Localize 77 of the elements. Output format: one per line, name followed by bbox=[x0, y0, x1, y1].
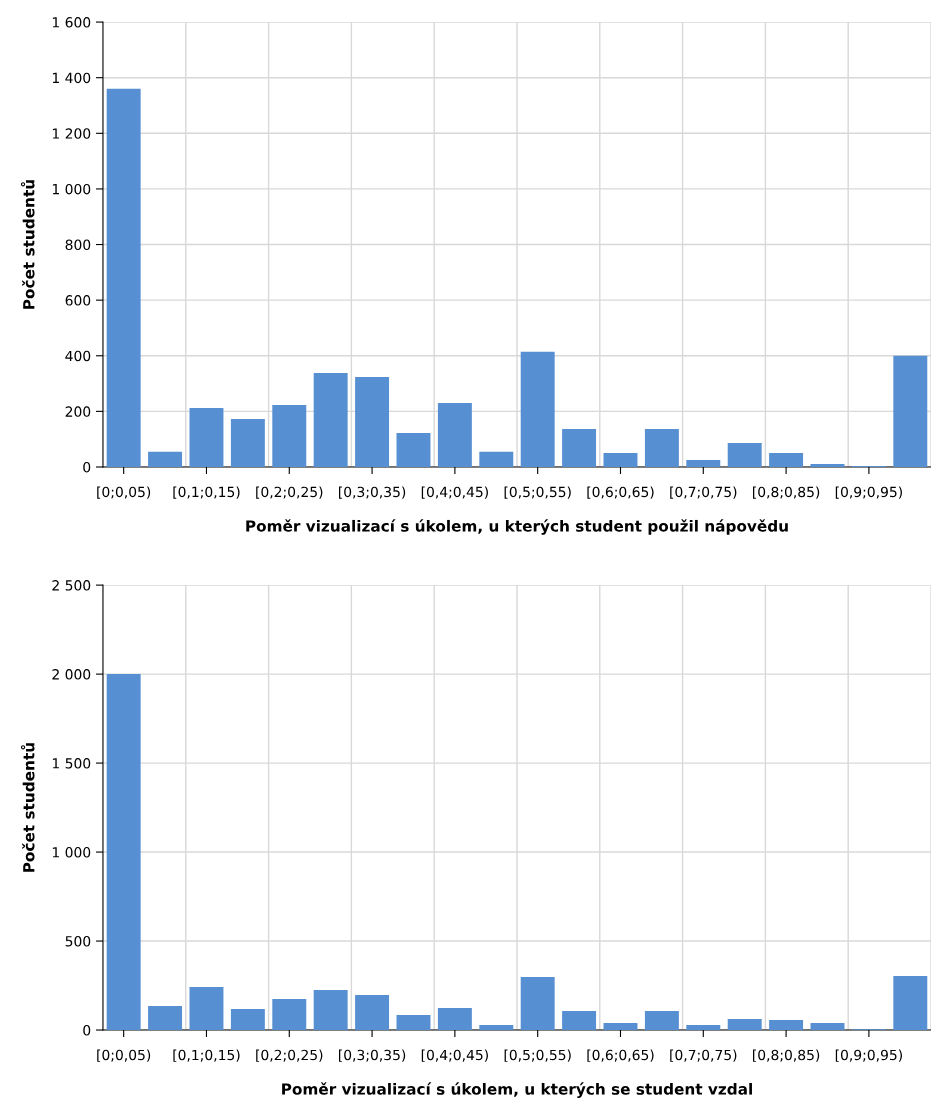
bar bbox=[810, 463, 845, 467]
x-axis-title: Poměr vizualizací s úkolem, u kterých student použil nápovědu bbox=[246, 519, 788, 535]
bar bbox=[769, 1020, 804, 1031]
x-tick-label: [0,2;0,25) bbox=[256, 1049, 323, 1062]
bar bbox=[520, 351, 555, 467]
bar bbox=[686, 1025, 721, 1031]
x-tick-label: [0,9;0,95) bbox=[835, 486, 902, 499]
bar bbox=[272, 404, 307, 467]
y-axis-title: Počet studentů bbox=[20, 180, 35, 309]
y-tick-label: 1 600 bbox=[52, 17, 91, 28]
x-tick-label: [0,3;0,35) bbox=[339, 1049, 406, 1062]
bar bbox=[189, 408, 224, 467]
x-tick-label: [0,7;0,75) bbox=[670, 486, 737, 499]
bar bbox=[437, 403, 472, 467]
bar bbox=[479, 1025, 514, 1031]
x-tick-label: [0,6;0,65) bbox=[587, 486, 654, 499]
bar bbox=[189, 986, 224, 1031]
bar bbox=[106, 88, 141, 467]
bar bbox=[230, 1009, 265, 1031]
bar bbox=[603, 1023, 638, 1031]
bar bbox=[106, 674, 141, 1031]
x-tick-label: [0,1;0,15) bbox=[173, 1049, 240, 1062]
y-axis-title: Počet studentů bbox=[20, 743, 35, 872]
bar bbox=[355, 994, 390, 1031]
bar bbox=[727, 1019, 762, 1031]
x-tick-label: [0,6;0,65) bbox=[587, 1049, 654, 1062]
y-tick-label: 2 000 bbox=[52, 669, 91, 680]
x-tick-label: [0,2;0,25) bbox=[256, 486, 323, 499]
y-tick-label: 500 bbox=[65, 936, 91, 947]
bar bbox=[644, 428, 679, 467]
x-tick-label: [0,5;0,55) bbox=[504, 486, 571, 499]
bar bbox=[520, 977, 555, 1031]
y-tick-label: 600 bbox=[65, 295, 91, 306]
y-tick-label: 1 000 bbox=[52, 183, 91, 195]
bar bbox=[893, 976, 928, 1031]
bar bbox=[603, 453, 638, 467]
bar bbox=[562, 1010, 597, 1031]
bar bbox=[148, 451, 183, 467]
bar bbox=[313, 373, 348, 467]
y-tick-label: 1 400 bbox=[52, 72, 91, 84]
y-tick-label: 1 200 bbox=[52, 128, 91, 139]
bar bbox=[562, 428, 597, 467]
x-tick-label: [0,4;0,45) bbox=[421, 486, 488, 499]
bar bbox=[230, 418, 265, 467]
y-tick-label: 0 bbox=[83, 1025, 91, 1036]
x-tick-label: [0,5;0,55) bbox=[504, 1049, 571, 1062]
x-tick-label: [0,3;0,35) bbox=[339, 486, 406, 499]
bar bbox=[396, 1015, 431, 1031]
bar bbox=[437, 1007, 472, 1031]
y-tick-label: 1 500 bbox=[52, 758, 91, 769]
bar bbox=[810, 1023, 845, 1031]
y-tick-label: 1 000 bbox=[52, 847, 91, 858]
bar bbox=[769, 453, 804, 467]
x-axis-title: Poměr vizualizací s úkolem, u kterých se student vzdal bbox=[282, 1082, 752, 1098]
x-tick-label: [0,7;0,75) bbox=[670, 1049, 737, 1062]
x-tick-label: [0,8;0,85) bbox=[753, 486, 820, 499]
y-tick-label: 400 bbox=[65, 350, 91, 362]
y-tick-label: 800 bbox=[65, 239, 91, 251]
bar bbox=[893, 355, 928, 467]
bar bbox=[148, 1006, 183, 1031]
bar bbox=[396, 433, 431, 467]
x-tick-label: [0;0,05) bbox=[97, 1049, 151, 1062]
x-tick-label: [0,4;0,45) bbox=[421, 1049, 488, 1062]
bar bbox=[313, 989, 348, 1031]
x-tick-label: [0,9;0,95) bbox=[835, 1049, 902, 1062]
bar bbox=[727, 443, 762, 467]
y-tick-label: 2 500 bbox=[52, 580, 91, 591]
x-tick-label: [0;0,05) bbox=[97, 486, 151, 499]
bar bbox=[272, 999, 307, 1031]
x-tick-label: [0,1;0,15) bbox=[173, 486, 240, 499]
bar bbox=[479, 451, 514, 467]
y-tick-label: 0 bbox=[83, 461, 91, 473]
x-tick-label: [0,8;0,85) bbox=[753, 1049, 820, 1062]
bar bbox=[686, 460, 721, 467]
bar bbox=[355, 376, 390, 467]
y-tick-label: 200 bbox=[65, 406, 91, 417]
bar bbox=[644, 1010, 679, 1031]
